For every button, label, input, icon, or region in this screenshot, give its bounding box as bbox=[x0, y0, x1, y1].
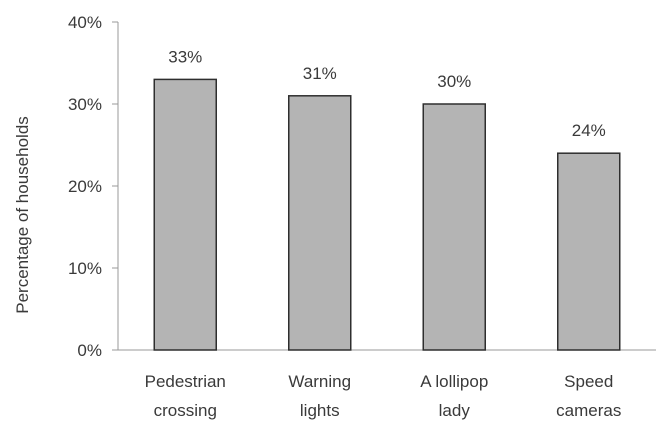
y-tick-label: 10% bbox=[68, 259, 102, 278]
y-tick-label: 20% bbox=[68, 177, 102, 196]
category-labels: Pedestrian crossing Warning lights A lollipo… bbox=[145, 372, 622, 420]
data-label: 24% bbox=[572, 121, 606, 140]
y-tick-label: 0% bbox=[77, 341, 102, 360]
bar bbox=[288, 95, 352, 351]
category-label: Speed bbox=[564, 372, 613, 391]
category-label: Warning bbox=[288, 372, 351, 391]
bar bbox=[153, 78, 217, 351]
category-label: lights bbox=[300, 401, 340, 420]
category-label: cameras bbox=[556, 401, 621, 420]
data-label: 30% bbox=[437, 72, 471, 91]
category-label: lady bbox=[439, 401, 471, 420]
bar bbox=[557, 152, 621, 351]
category-label: A lollipop bbox=[420, 372, 488, 391]
data-label: 31% bbox=[303, 64, 337, 83]
data-labels: 33% 31% 30% 24% bbox=[168, 47, 606, 140]
bar bbox=[422, 103, 486, 351]
y-tick-label: 30% bbox=[68, 95, 102, 114]
y-ticks: 0% 10% 20% 30% 40% bbox=[68, 13, 118, 360]
category-label: Pedestrian bbox=[145, 372, 226, 391]
data-label: 33% bbox=[168, 47, 202, 66]
y-axis-label: Percentage of households bbox=[13, 116, 32, 314]
category-label: crossing bbox=[154, 401, 217, 420]
bars bbox=[153, 78, 621, 351]
y-tick-label: 40% bbox=[68, 13, 102, 32]
